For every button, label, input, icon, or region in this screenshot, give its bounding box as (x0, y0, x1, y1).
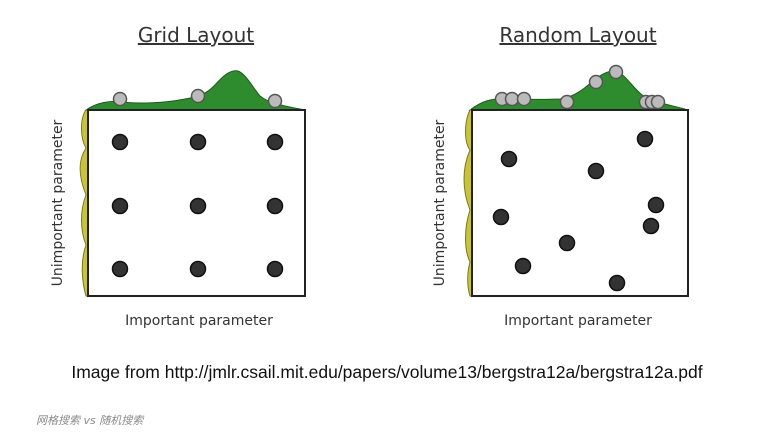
grid-layout-title: Grid Layout (138, 23, 254, 47)
random-sample-point (500, 150, 518, 168)
grid-projected-point (190, 88, 206, 104)
random-projected-point (516, 91, 532, 107)
random-sample-point (558, 234, 576, 252)
random-sample-point (514, 257, 532, 275)
grid-sample-point (111, 197, 129, 215)
figure-caption: 网格搜索 vs 随机搜索 (36, 414, 144, 427)
random-sample-point (647, 196, 665, 214)
grid-x-axis-label: Important parameter (125, 313, 273, 329)
random-projected-point (588, 74, 604, 90)
random-sample-point (587, 162, 605, 180)
random-projected-point (559, 94, 575, 110)
grid-sample-point (189, 133, 207, 151)
grid-sample-point (266, 197, 284, 215)
figure-canvas: Grid Layout Important parameter Unimport… (50, 23, 689, 329)
random-sample-point (608, 274, 626, 292)
grid-sample-point (266, 133, 284, 151)
grid-sample-point (111, 133, 129, 151)
grid-sample-point (111, 260, 129, 278)
random-projected-point (650, 94, 666, 110)
grid-layout-panel: Grid Layout Important parameter Unimport… (50, 23, 306, 329)
random-projected-point (504, 91, 520, 107)
random-x-axis-label: Important parameter (504, 313, 652, 329)
grid-y-axis-label: Unimportant parameter (50, 119, 66, 286)
random-layout-title: Random Layout (499, 23, 656, 47)
grid-sample-point (189, 260, 207, 278)
grid-projected-point (112, 91, 128, 107)
grid-projected-point (267, 93, 283, 109)
grid-sample-point (266, 260, 284, 278)
random-projected-point (608, 64, 624, 80)
random-sample-point (492, 208, 510, 226)
random-sample-point (636, 130, 654, 148)
random-sample-point (642, 217, 660, 235)
source-attribution: Image from http://jmlr.csail.mit.edu/pap… (71, 362, 703, 382)
grid-sample-point (189, 197, 207, 215)
random-y-axis-label: Unimportant parameter (432, 119, 448, 286)
random-layout-panel: Random Layout Important parameter Unimpo… (432, 23, 689, 329)
